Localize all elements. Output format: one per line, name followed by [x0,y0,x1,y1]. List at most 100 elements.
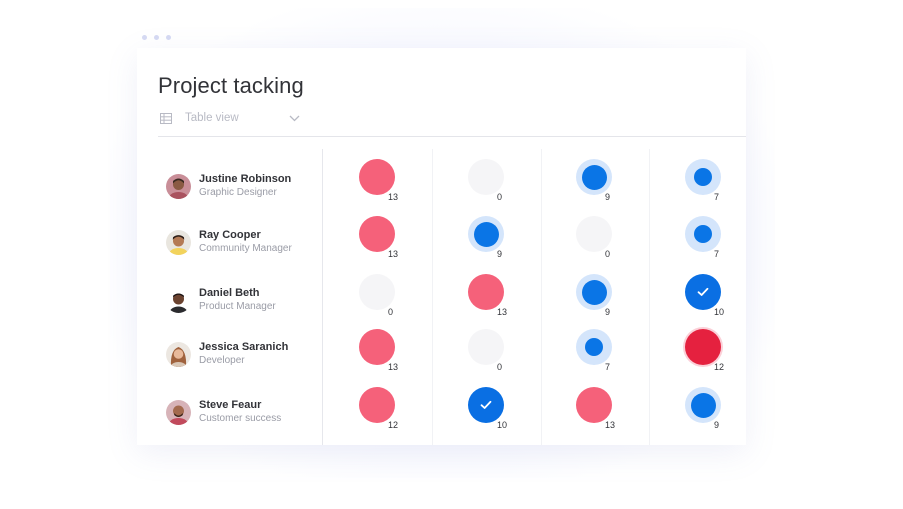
status-dot-done[interactable] [468,387,504,423]
status-dot-blue-small[interactable] [576,329,612,365]
status-dot-done[interactable] [685,274,721,310]
status-dot-blue-large[interactable] [576,274,612,310]
person-role: Customer success [199,413,282,424]
status-dot-pink[interactable] [359,159,395,195]
status-cell[interactable]: 10 [685,274,735,320]
status-cell[interactable]: 7 [685,159,735,205]
status-count: 13 [388,249,399,259]
person-role: Graphic Designer [199,187,277,198]
person-row[interactable]: Ray Cooper Community Manager [166,227,292,257]
status-count: 12 [388,420,399,430]
check-icon [480,400,492,409]
status-cell[interactable]: 7 [576,329,626,375]
avatar [166,173,191,199]
view-selector[interactable]: Table view [160,110,300,126]
status-dot-blue-small[interactable] [685,216,721,252]
check-icon [697,287,709,296]
person-info: Jessica Saranich Developer [199,341,288,367]
status-count: 9 [714,420,720,430]
status-cell[interactable]: 12 [359,387,409,433]
person-name: Daniel Beth [199,287,260,299]
column-divider [541,149,542,445]
status-count: 0 [497,192,503,202]
status-cell[interactable]: 7 [685,216,735,262]
chevron-down-icon[interactable] [289,115,300,122]
window-controls [142,35,171,40]
status-cell[interactable]: 9 [576,274,626,320]
status-count: 7 [714,249,720,259]
status-dot-inner [585,338,603,356]
status-cell[interactable]: 0 [468,159,518,205]
status-cell[interactable]: 12 [685,329,735,375]
status-count: 0 [388,307,394,317]
status-dot-pink[interactable] [359,387,395,423]
status-dot-inner [473,221,499,247]
column-divider [649,149,650,445]
status-dot-inner [581,164,607,190]
person-name: Steve Feaur [199,399,262,411]
people-column: Justine Robinson Graphic Designer Ray Co… [137,149,323,445]
status-cell[interactable]: 0 [359,274,409,320]
status-grid: 13 0 9 7 13 9 0 7 0 13 9 10 13 0 7 12 12 10 13 9 [324,149,746,445]
status-cell[interactable]: 13 [359,216,409,262]
status-count: 13 [388,192,399,202]
person-info: Justine Robinson Graphic Designer [199,173,291,199]
status-dot-empty[interactable] [468,329,504,365]
header-divider [158,136,746,137]
project-board: Project tacking Table view Justine Robin… [137,48,746,445]
status-count: 10 [714,307,725,317]
status-dot-empty[interactable] [576,216,612,252]
status-dot-empty[interactable] [359,274,395,310]
status-dot-pink[interactable] [359,329,395,365]
person-name: Justine Robinson [199,173,292,185]
person-info: Ray Cooper Community Manager [199,229,292,255]
status-dot-pink[interactable] [576,387,612,423]
status-count: 0 [605,249,611,259]
window-dot [154,35,159,40]
status-cell[interactable]: 13 [576,387,626,433]
avatar [166,399,191,425]
status-count: 12 [714,362,725,372]
status-cell[interactable]: 9 [685,387,735,433]
person-role: Developer [199,355,245,366]
status-cell[interactable]: 13 [359,159,409,205]
status-count: 9 [497,249,503,259]
person-row[interactable]: Daniel Beth Product Manager [166,285,276,315]
status-cell[interactable]: 0 [468,329,518,375]
page-title: Project tacking [158,73,304,98]
person-row[interactable]: Jessica Saranich Developer [166,339,288,369]
status-cell[interactable]: 13 [359,329,409,375]
status-dot-inner [581,279,607,305]
status-count: 9 [605,192,611,202]
person-info: Daniel Beth Product Manager [199,287,276,313]
table-icon [160,112,172,124]
status-dot-red[interactable] [685,329,721,365]
status-count: 13 [497,307,508,317]
window-dot [142,35,147,40]
status-count: 7 [714,192,720,202]
status-count: 13 [388,362,399,372]
status-count: 7 [605,362,611,372]
status-count: 10 [497,420,508,430]
status-cell[interactable]: 10 [468,387,518,433]
status-dot-blue-small[interactable] [685,159,721,195]
status-cell[interactable]: 9 [468,216,518,262]
person-row[interactable]: Justine Robinson Graphic Designer [166,171,291,201]
status-dot-blue-large[interactable] [468,216,504,252]
status-cell[interactable]: 0 [576,216,626,262]
status-dot-pink[interactable] [359,216,395,252]
status-dot-empty[interactable] [468,159,504,195]
status-count: 0 [497,362,503,372]
status-cell[interactable]: 9 [576,159,626,205]
person-role: Product Manager [199,301,276,312]
status-cell[interactable]: 13 [468,274,518,320]
person-row[interactable]: Steve Feaur Customer success [166,397,281,427]
avatar [166,287,191,313]
status-dot-inner [694,168,712,186]
status-dot-pink[interactable] [468,274,504,310]
person-name: Jessica Saranich [199,341,289,353]
person-role: Community Manager [199,243,292,254]
status-dot-blue-large[interactable] [576,159,612,195]
status-dot-blue-large[interactable] [685,387,721,423]
avatar [166,341,191,367]
